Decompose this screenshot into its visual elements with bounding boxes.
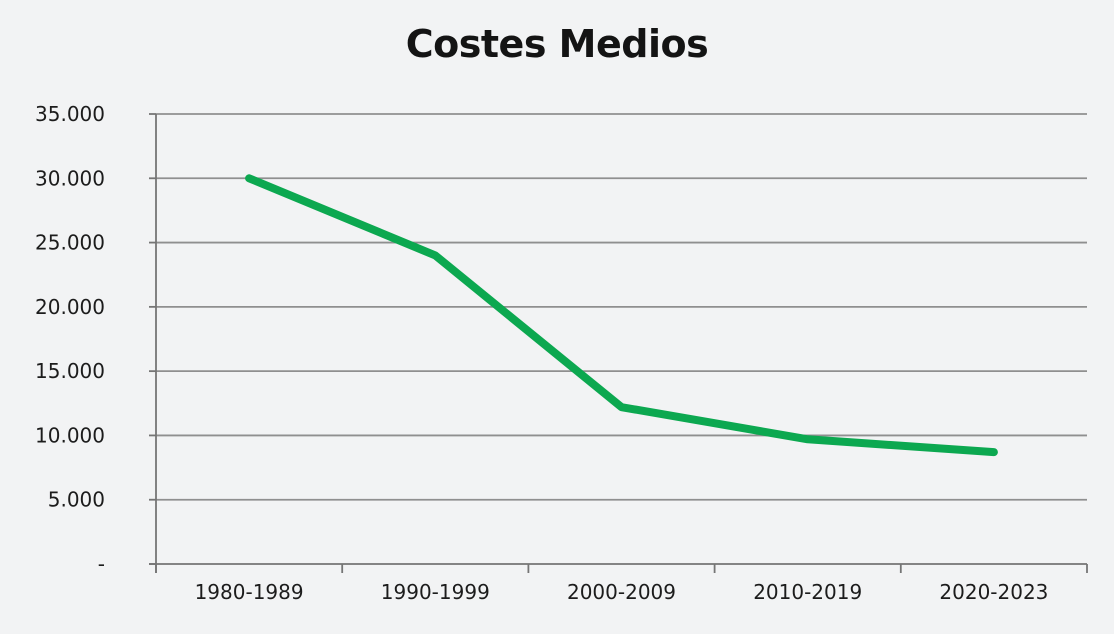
- x-tick-label: 1980-1989: [195, 580, 304, 604]
- y-tick-label: 20.000: [35, 295, 105, 319]
- x-tick-label: 1990-1999: [381, 580, 490, 604]
- x-tick-label: 2000-2009: [567, 580, 676, 604]
- series-line: [245, 174, 998, 457]
- y-tick-label: 10.000: [35, 423, 105, 447]
- y-tick-label: -: [98, 552, 105, 576]
- chart-title: Costes Medios: [405, 22, 709, 66]
- x-tick-label: 2010-2019: [753, 580, 862, 604]
- y-tick-label: 30.000: [35, 166, 105, 190]
- y-tick-label: 35.000: [35, 102, 105, 126]
- y-tick-label: 15.000: [35, 359, 105, 383]
- y-tick-label: 5.000: [48, 488, 105, 512]
- x-tick-label: 2020-2023: [939, 580, 1048, 604]
- y-tick-label: 25.000: [35, 231, 105, 255]
